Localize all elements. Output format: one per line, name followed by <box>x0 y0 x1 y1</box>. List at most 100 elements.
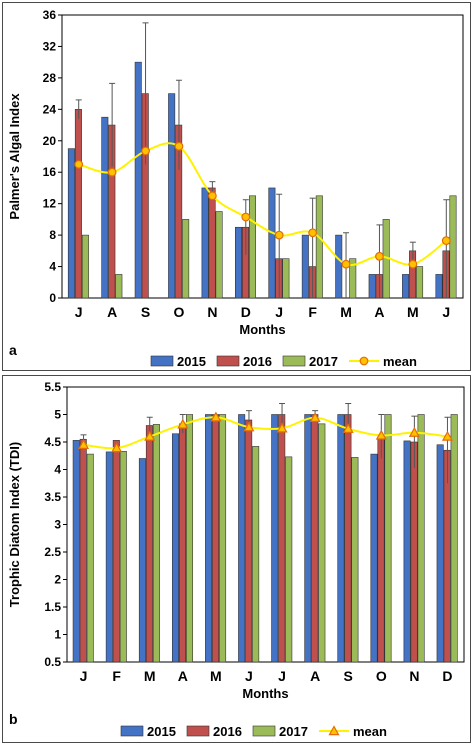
bar-2015 <box>337 414 345 663</box>
y-tick-label: 3 <box>54 518 61 532</box>
bar-2015 <box>370 453 378 663</box>
x-tick-label: A <box>374 304 384 320</box>
bar-2015 <box>402 274 410 299</box>
legend-label: 2017 <box>279 724 308 739</box>
mean-point <box>78 439 90 449</box>
y-tick-label: 1 <box>54 628 61 642</box>
y-tick-label: 12 <box>43 197 57 211</box>
y-tick-label: 4.5 <box>44 435 61 449</box>
chart-b-svg: 0.5 1 1.5 2 2.5 3 3.5 4 4.5 5 5.5 J F M A M J J A S O N D Month… <box>7 380 465 739</box>
bar-2017 <box>248 195 256 299</box>
y-tick-label: 1.5 <box>44 600 61 614</box>
mean-point <box>441 236 451 246</box>
bar-2016 <box>410 441 418 663</box>
bar-2017 <box>81 234 89 299</box>
mean-point <box>207 191 217 201</box>
panel-label: b <box>9 711 18 727</box>
legend-label: 2016 <box>213 724 242 739</box>
y-tick-label: 5.5 <box>44 380 61 394</box>
y-tick-label: 0 <box>49 291 56 305</box>
y-tick-label: 36 <box>43 8 57 22</box>
legend-mean-marker <box>328 725 340 736</box>
bar-2017 <box>349 258 357 299</box>
mean-point <box>174 141 184 151</box>
bar-2017 <box>282 258 290 299</box>
bar-2015 <box>238 414 246 663</box>
x-tick-label: M <box>407 304 419 320</box>
bar-2015 <box>268 187 276 299</box>
y-tick-label: 0.5 <box>44 655 61 669</box>
x-tick-label: J <box>245 668 253 684</box>
legend-label: mean <box>383 354 417 369</box>
mean-point <box>210 411 222 422</box>
x-tick-label: D <box>442 668 452 684</box>
legend-label: 2015 <box>147 724 176 739</box>
x-tick-label: J <box>75 304 83 320</box>
bar-2015 <box>134 61 142 299</box>
bar-2017 <box>152 424 160 663</box>
legend-swatch-2015 <box>150 355 174 367</box>
mean-point <box>309 412 321 423</box>
legend-label: 2015 <box>177 354 206 369</box>
bar-2015 <box>168 93 176 299</box>
mean-point <box>107 167 117 177</box>
bar-2015 <box>301 234 309 299</box>
x-tick-label: M <box>340 304 352 320</box>
bar-2015 <box>67 148 75 299</box>
bar-2015 <box>436 444 444 663</box>
chart-panel-a: 0 4 8 12 16 20 24 28 32 36 J A S O N D J F M A M J Months Palme… <box>2 2 471 371</box>
mean-point <box>141 146 150 156</box>
y-tick-label: 4 <box>49 260 56 274</box>
bar-2015 <box>271 414 279 663</box>
y-axis-title: Palmer's Algal Index <box>7 93 22 220</box>
mean-point <box>177 418 189 429</box>
mean-point <box>342 423 354 434</box>
bar-2016 <box>79 438 87 663</box>
bar-2015 <box>72 440 80 663</box>
bar-2017 <box>449 195 457 299</box>
bar-2016 <box>178 423 186 663</box>
mean-point <box>276 422 288 433</box>
y-tick-label: 20 <box>43 134 57 148</box>
bar-2017 <box>115 274 123 299</box>
legend-swatch-2016 <box>216 355 240 367</box>
y-tick-label: 16 <box>43 165 57 179</box>
y-tick-label: 4 <box>54 463 61 477</box>
mean-point <box>144 430 156 441</box>
legend-swatch-2015 <box>120 725 144 737</box>
x-tick-label: A <box>178 668 188 684</box>
x-tick-label: F <box>112 668 121 684</box>
x-tick-label: F <box>308 304 317 320</box>
bar-2016 <box>344 414 352 663</box>
bar-2017 <box>315 195 323 299</box>
mean-point <box>243 421 255 432</box>
legend-mean-marker <box>359 356 369 366</box>
x-axis-title: Months <box>242 686 288 701</box>
bar-2016 <box>112 440 120 663</box>
bar-2017 <box>417 414 425 663</box>
bar-2017 <box>182 219 190 299</box>
bar-2017 <box>219 414 227 663</box>
y-tick-label: 5 <box>54 408 61 422</box>
x-tick-label: D <box>241 304 251 320</box>
x-tick-label: J <box>275 304 283 320</box>
bar-2017 <box>318 423 326 663</box>
y-tick-label: 24 <box>43 102 57 116</box>
legend-label: 2017 <box>309 354 338 369</box>
bar-2015 <box>201 187 209 299</box>
bar-2015 <box>368 274 376 299</box>
x-tick-label: M <box>144 668 156 684</box>
x-tick-label: N <box>207 304 217 320</box>
bar-2016 <box>245 419 253 663</box>
x-tick-label: M <box>210 668 222 684</box>
y-tick-label: 3.5 <box>44 490 61 504</box>
plot-area <box>66 386 465 663</box>
bar-2016 <box>377 436 385 663</box>
mean-point <box>308 228 318 238</box>
bar-2015 <box>205 414 213 663</box>
bar-2017 <box>285 456 293 663</box>
bar-2015 <box>403 440 411 663</box>
bar-2017 <box>351 457 359 663</box>
bar-2015 <box>335 234 343 299</box>
legend-swatch-2017 <box>282 355 306 367</box>
